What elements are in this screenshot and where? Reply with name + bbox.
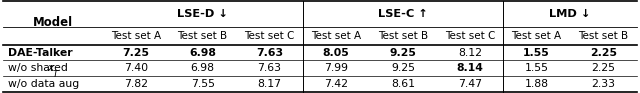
- Text: 6.98: 6.98: [191, 63, 214, 73]
- Text: 7.99: 7.99: [324, 63, 348, 73]
- Text: 1.88: 1.88: [525, 79, 548, 89]
- Text: 6.98: 6.98: [189, 48, 216, 58]
- Text: Test set A: Test set A: [111, 31, 161, 41]
- Text: Model: Model: [33, 16, 73, 29]
- Text: 2.33: 2.33: [591, 79, 616, 89]
- Text: T: T: [52, 70, 58, 79]
- Text: Test set A: Test set A: [511, 31, 562, 41]
- Text: 9.25: 9.25: [391, 63, 415, 73]
- Text: 7.25: 7.25: [122, 48, 149, 58]
- Text: 8.14: 8.14: [456, 63, 483, 73]
- Text: 7.47: 7.47: [458, 79, 482, 89]
- Text: 8.05: 8.05: [323, 48, 349, 58]
- Text: 2.25: 2.25: [591, 63, 616, 73]
- Text: w/o data aug: w/o data aug: [8, 79, 79, 89]
- Text: w/o shared: w/o shared: [8, 63, 72, 73]
- Text: Test set C: Test set C: [445, 31, 495, 41]
- Text: 8.61: 8.61: [391, 79, 415, 89]
- Text: DAE-Talker: DAE-Talker: [8, 48, 73, 58]
- Text: 8.12: 8.12: [458, 48, 482, 58]
- Text: Test set B: Test set B: [177, 31, 228, 41]
- Text: LSE-C ↑: LSE-C ↑: [378, 9, 428, 19]
- Text: 9.25: 9.25: [390, 48, 417, 58]
- Text: 7.55: 7.55: [191, 79, 214, 89]
- Text: 7.82: 7.82: [124, 79, 148, 89]
- Text: Test set B: Test set B: [378, 31, 428, 41]
- Text: 7.42: 7.42: [324, 79, 348, 89]
- Text: 1.55: 1.55: [525, 63, 548, 73]
- Text: 7.40: 7.40: [124, 63, 148, 73]
- Text: LSE-D ↓: LSE-D ↓: [177, 9, 228, 19]
- Text: 1.55: 1.55: [524, 48, 550, 58]
- Text: 2.25: 2.25: [590, 48, 617, 58]
- Text: Test set C: Test set C: [244, 31, 294, 41]
- Text: Test set B: Test set B: [579, 31, 628, 41]
- Text: 8.17: 8.17: [257, 79, 282, 89]
- Text: x: x: [47, 63, 53, 73]
- Text: 7.63: 7.63: [257, 63, 282, 73]
- Text: LMD ↓: LMD ↓: [549, 9, 591, 19]
- Text: Test set A: Test set A: [311, 31, 361, 41]
- Text: 7.63: 7.63: [256, 48, 283, 58]
